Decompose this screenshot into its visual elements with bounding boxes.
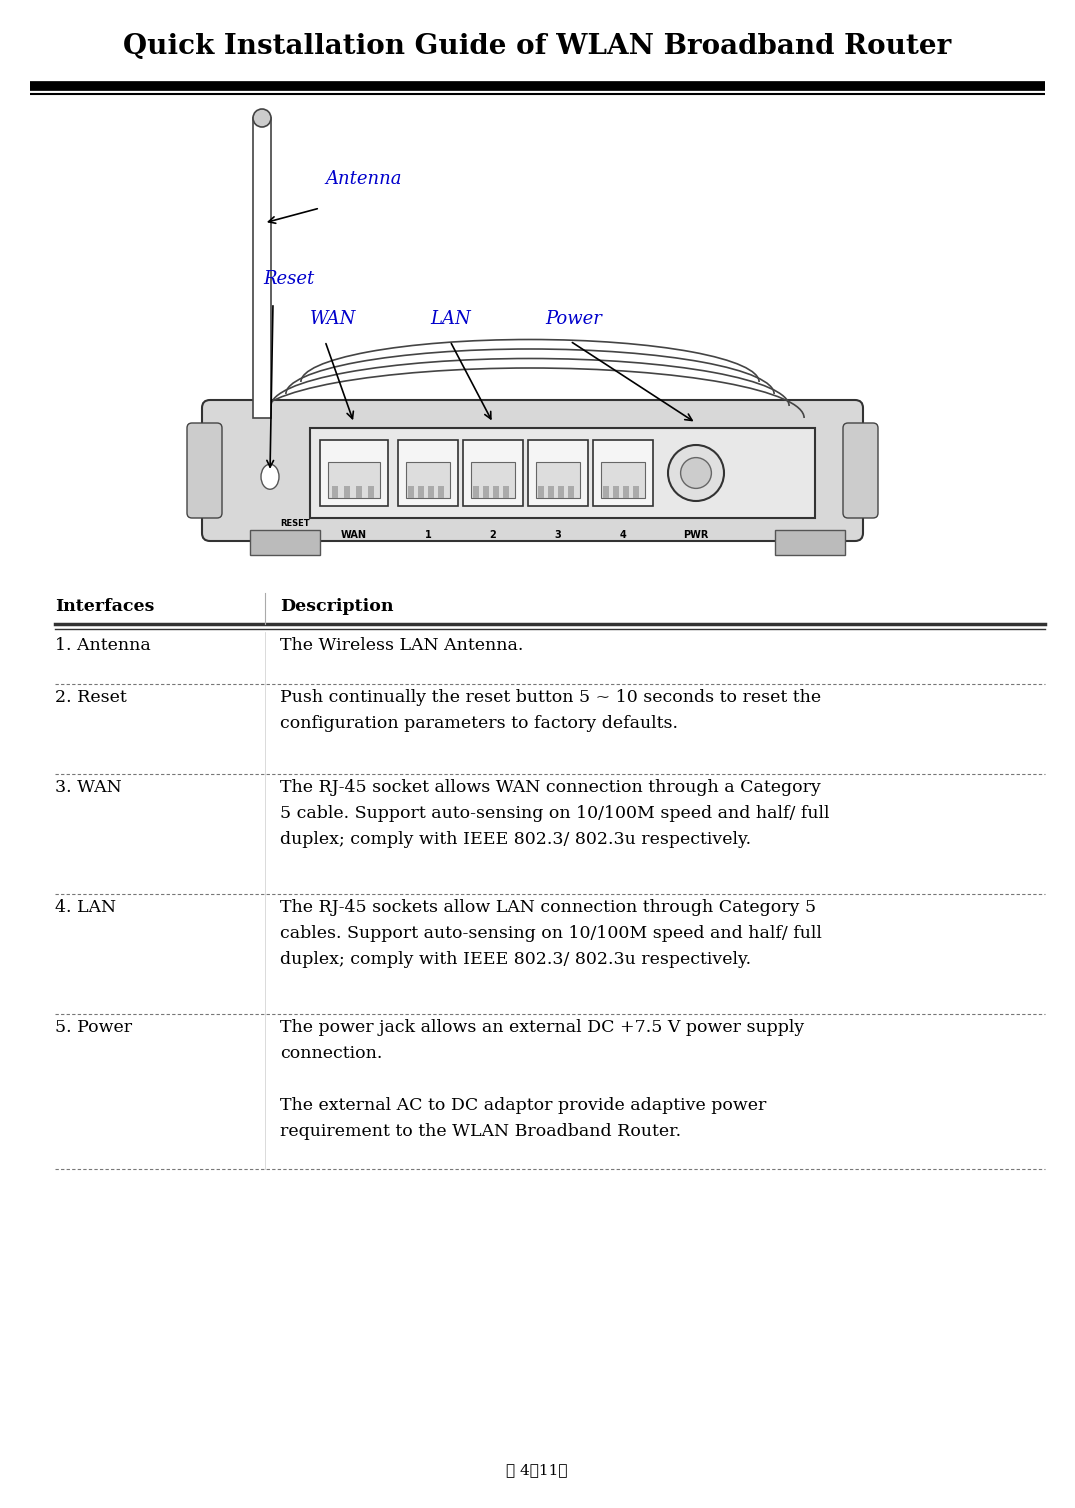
Bar xyxy=(536,461,580,498)
Circle shape xyxy=(668,445,723,501)
Bar xyxy=(398,440,458,507)
Text: WAN: WAN xyxy=(341,529,367,540)
Bar xyxy=(344,486,350,498)
Text: Reset: Reset xyxy=(263,270,314,288)
Ellipse shape xyxy=(261,464,280,489)
Ellipse shape xyxy=(253,109,271,127)
Bar xyxy=(356,486,362,498)
Bar xyxy=(593,440,653,507)
Bar xyxy=(310,428,815,519)
Bar xyxy=(483,486,489,498)
Bar xyxy=(568,486,574,498)
FancyBboxPatch shape xyxy=(202,400,863,541)
Bar xyxy=(503,486,508,498)
Text: 3: 3 xyxy=(555,529,561,540)
Bar xyxy=(408,486,414,498)
Bar xyxy=(528,440,588,507)
Text: 第 4／11页: 第 4／11页 xyxy=(506,1463,568,1476)
Text: 5. Power: 5. Power xyxy=(55,1019,132,1036)
Text: The RJ-45 socket allows WAN connection through a Category
5 cable. Support auto-: The RJ-45 socket allows WAN connection t… xyxy=(280,780,830,847)
Bar xyxy=(368,486,374,498)
Text: 2. Reset: 2. Reset xyxy=(55,689,127,706)
Text: The Wireless LAN Antenna.: The Wireless LAN Antenna. xyxy=(280,636,524,654)
Bar xyxy=(438,486,444,498)
Bar xyxy=(250,529,320,555)
Text: The power jack allows an external DC +7.5 V power supply
connection.

The extern: The power jack allows an external DC +7.… xyxy=(280,1019,804,1140)
Bar xyxy=(558,486,564,498)
Text: Interfaces: Interfaces xyxy=(55,599,155,615)
FancyBboxPatch shape xyxy=(187,424,223,519)
Text: PWR: PWR xyxy=(684,529,708,540)
Bar xyxy=(253,118,271,418)
Bar xyxy=(471,461,515,498)
Text: LAN: LAN xyxy=(430,311,471,329)
Text: 1: 1 xyxy=(425,529,431,540)
Text: Quick Installation Guide of WLAN Broadband Router: Quick Installation Guide of WLAN Broadba… xyxy=(123,33,951,60)
Bar xyxy=(428,486,434,498)
Text: 4: 4 xyxy=(619,529,627,540)
Bar xyxy=(603,486,610,498)
Bar xyxy=(320,440,388,507)
Text: Power: Power xyxy=(545,311,602,329)
FancyBboxPatch shape xyxy=(843,424,878,519)
Text: 4. LAN: 4. LAN xyxy=(55,899,116,915)
Bar xyxy=(775,529,845,555)
Text: Description: Description xyxy=(280,599,393,615)
Bar xyxy=(624,486,629,498)
Bar xyxy=(463,440,524,507)
Bar xyxy=(548,486,554,498)
Bar xyxy=(633,486,639,498)
Text: 3. WAN: 3. WAN xyxy=(55,780,121,796)
Bar xyxy=(328,461,379,498)
Text: Antenna: Antenna xyxy=(325,170,401,188)
Bar xyxy=(613,486,619,498)
Text: WAN: WAN xyxy=(310,311,357,329)
Text: RESET: RESET xyxy=(280,519,310,528)
Bar xyxy=(601,461,645,498)
Circle shape xyxy=(680,457,712,489)
Text: 1. Antenna: 1. Antenna xyxy=(55,636,151,654)
Bar xyxy=(473,486,479,498)
Bar xyxy=(493,486,499,498)
Text: Push continually the reset button 5 ~ 10 seconds to reset the
configuration para: Push continually the reset button 5 ~ 10… xyxy=(280,689,821,731)
Bar xyxy=(406,461,450,498)
Text: 2: 2 xyxy=(489,529,497,540)
Bar xyxy=(538,486,544,498)
Text: The RJ-45 sockets allow LAN connection through Category 5
cables. Support auto-s: The RJ-45 sockets allow LAN connection t… xyxy=(280,899,822,968)
Bar xyxy=(332,486,338,498)
Bar xyxy=(418,486,424,498)
